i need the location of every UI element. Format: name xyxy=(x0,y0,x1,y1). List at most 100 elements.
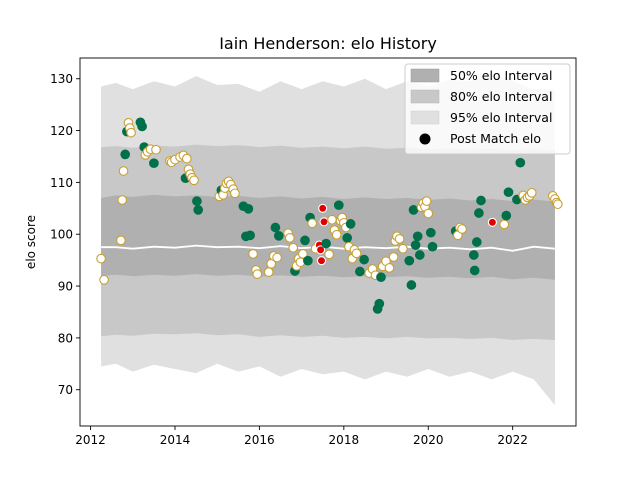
post-match-elo-point-loss xyxy=(116,235,126,246)
post-match-elo-point-loss xyxy=(263,267,274,277)
post-match-elo-point-win xyxy=(503,187,514,198)
post-match-elo-point-win xyxy=(342,233,353,243)
post-match-elo-point-win xyxy=(321,238,331,249)
x-axis: 2012 2014 2016 2018 2020 2022 xyxy=(75,426,528,447)
post-match-elo-point-win xyxy=(243,203,254,214)
post-match-elo-point-win xyxy=(137,121,147,132)
plot-area xyxy=(79,57,577,427)
post-match-points xyxy=(96,117,563,314)
post-match-elo-point-loss xyxy=(398,243,408,254)
legend: 50% elo Interval 80% elo Interval 95% el… xyxy=(404,63,571,155)
post-match-elo-point-win xyxy=(515,157,526,168)
post-match-elo-point-win xyxy=(359,254,369,265)
legend-label-post-match: Post Match elo xyxy=(450,131,541,146)
post-match-elo-point-win xyxy=(469,265,480,276)
legend-swatch-50 xyxy=(410,68,440,83)
post-match-elo-point-loss xyxy=(151,144,161,155)
post-match-elo-point-loss xyxy=(388,252,399,262)
post-match-elo-point-loss xyxy=(288,242,299,253)
post-match-elo-point-win xyxy=(471,237,482,247)
post-match-elo-point-loss xyxy=(351,248,362,259)
post-match-elo-point-win xyxy=(374,298,385,309)
plot-frame xyxy=(79,57,577,427)
x-tick-label: 2018 xyxy=(329,433,360,447)
x-tick-label: 2022 xyxy=(497,433,528,447)
x-tick-label: 2012 xyxy=(75,433,106,447)
post-match-elo-point-loss xyxy=(99,274,109,285)
post-match-elo-point-win xyxy=(345,219,356,229)
post-match-elo-point-win xyxy=(149,158,159,169)
x-tick-label: 2020 xyxy=(413,433,444,447)
post-match-elo-point-win xyxy=(193,205,204,215)
post-match-elo-point-draw xyxy=(319,217,329,227)
post-match-elo-point-win xyxy=(406,280,417,290)
post-match-elo-point-loss xyxy=(118,166,129,176)
post-match-elo-point-loss xyxy=(252,269,263,279)
post-match-elo-point-draw xyxy=(487,217,497,227)
post-match-elo-point-loss xyxy=(126,127,136,138)
post-match-elo-point-loss xyxy=(499,219,510,230)
post-match-elo-point-draw xyxy=(316,245,326,255)
post-match-elo-point-loss xyxy=(307,218,318,229)
post-match-elo-point-win xyxy=(376,272,386,283)
post-match-elo-point-win xyxy=(355,266,365,277)
post-match-elo-point-win xyxy=(404,255,415,266)
post-match-elo-point-loss xyxy=(327,214,337,225)
post-match-elo-point-win xyxy=(501,210,512,221)
post-match-elo-point-draw xyxy=(316,256,327,266)
post-match-elo-point-win xyxy=(468,250,479,260)
post-match-elo-point-win xyxy=(408,205,419,215)
post-match-elo-point-loss xyxy=(248,249,258,259)
legend-label-80: 80% elo Interval xyxy=(450,89,552,104)
x-tick-label: 2014 xyxy=(160,433,191,447)
post-match-elo-point-draw xyxy=(318,203,328,213)
post-match-elo-point-loss xyxy=(421,196,432,206)
y-tick-label: 80 xyxy=(58,331,73,345)
post-match-elo-point-win xyxy=(300,235,310,246)
post-match-elo-point-loss xyxy=(526,187,537,198)
post-match-elo-point-loss xyxy=(423,208,434,219)
post-match-elo-point-win xyxy=(427,241,438,252)
post-match-elo-point-win xyxy=(303,255,313,266)
post-match-elo-point-win xyxy=(270,222,281,233)
post-match-elo-point-loss xyxy=(96,253,106,264)
post-match-elo-point-loss xyxy=(272,252,282,263)
post-match-elo-point-loss xyxy=(457,224,467,234)
legend-swatch-80 xyxy=(410,89,440,104)
post-match-elo-point-loss xyxy=(384,263,395,273)
post-match-elo-point-loss xyxy=(117,195,128,205)
y-tick-label: 90 xyxy=(58,280,73,294)
post-match-elo-point-win xyxy=(474,208,484,218)
post-match-elo-point-win xyxy=(476,195,486,206)
y-tick-label: 110 xyxy=(50,176,73,190)
y-axis: 70 80 90 100 110 120 130 xyxy=(50,72,80,397)
y-axis-label: elo score xyxy=(24,215,38,269)
legend-marker-post-match xyxy=(419,133,431,145)
post-match-elo-point-win xyxy=(425,227,436,238)
post-match-elo-point-win xyxy=(414,250,425,260)
post-match-elo-point-win xyxy=(273,230,284,241)
post-match-elo-point-loss xyxy=(181,153,192,164)
y-tick-label: 70 xyxy=(58,383,73,397)
post-match-elo-point-win xyxy=(245,230,255,241)
y-tick-label: 130 xyxy=(50,72,73,86)
post-match-elo-point-loss xyxy=(331,229,342,240)
y-tick-label: 100 xyxy=(50,228,73,242)
post-match-elo-point-loss xyxy=(189,175,199,186)
post-match-elo-point-loss xyxy=(298,249,308,259)
post-match-elo-point-loss xyxy=(284,233,295,243)
post-match-elo-point-win xyxy=(192,196,202,206)
post-match-elo-point-loss xyxy=(552,199,563,210)
elo-interval-50-band xyxy=(101,194,555,280)
post-match-elo-point-loss xyxy=(230,188,240,199)
post-match-elo-point-win xyxy=(120,149,131,160)
chart-title: Iain Henderson: elo History xyxy=(219,34,437,53)
post-match-elo-point-win xyxy=(410,240,421,250)
post-match-elo-point-win xyxy=(412,231,423,242)
legend-label-50: 50% elo Interval xyxy=(450,68,552,83)
post-match-elo-point-loss xyxy=(394,234,405,244)
legend-label-95: 95% elo Interval xyxy=(450,110,552,125)
post-match-elo-point-loss xyxy=(324,249,334,260)
x-tick-label: 2016 xyxy=(244,433,275,447)
